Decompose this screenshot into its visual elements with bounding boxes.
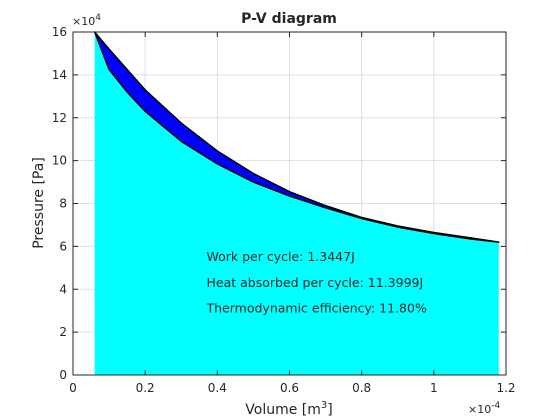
chart-title: P-V diagram (241, 11, 337, 27)
y-axis-label: Pressure [Pa] (31, 157, 47, 249)
x-multiplier: ×10-4 (468, 401, 500, 416)
y-tick-label: 4 (59, 282, 67, 296)
y-tick-label: 0 (59, 368, 67, 382)
x-tick-label: 1 (430, 381, 438, 395)
annotations: Work per cycle: 1.3447J Heat absorbed per… (206, 249, 427, 315)
y-tick-label: 8 (59, 197, 67, 211)
annotation-text: Work per cycle: 1.3447J (207, 249, 355, 264)
x-tick-label: 0.6 (280, 381, 299, 395)
y-tick-label: 6 (59, 239, 67, 253)
x-axis-label-superscript: 3 (321, 400, 327, 411)
x-tick-label: 1.2 (496, 381, 515, 395)
x-tick-label: 0.8 (352, 381, 371, 395)
annotation-text: Heat absorbed per cycle: 11.3999J (207, 275, 424, 290)
y-tick-label: 2 (59, 325, 67, 339)
y-tick-label: 12 (52, 111, 67, 125)
chart-marks (93, 31, 500, 375)
x-axis-label-text: Volume [m (245, 402, 321, 418)
x-multiplier-base: ×10 (468, 403, 491, 416)
y-tick-label: 14 (52, 68, 67, 82)
cycle-loop (93, 31, 500, 243)
annotation-text: Thermodynamic efficiency: 11.80% (206, 301, 427, 316)
x-axis-label-close: ] (327, 402, 332, 418)
axis-ticks: 0 0.2 0.4 0.6 0.8 1 1.2 0 2 4 6 8 10 12 14 16 (52, 25, 516, 395)
y-tick-label: 10 (52, 154, 67, 168)
y-multiplier-exponent: 4 (95, 13, 101, 23)
y-tick-label: 16 (52, 25, 67, 39)
y-multiplier-base: ×10 (72, 15, 95, 28)
x-tick-label: 0 (69, 381, 77, 395)
x-axis-label: Volume [m3] (245, 400, 332, 418)
y-multiplier: ×104 (72, 13, 101, 28)
x-tick-label: 0.2 (136, 381, 155, 395)
x-tick-label: 0.4 (208, 381, 227, 395)
x-multiplier-exponent: -4 (491, 401, 500, 411)
area-under-curve (94, 32, 499, 375)
